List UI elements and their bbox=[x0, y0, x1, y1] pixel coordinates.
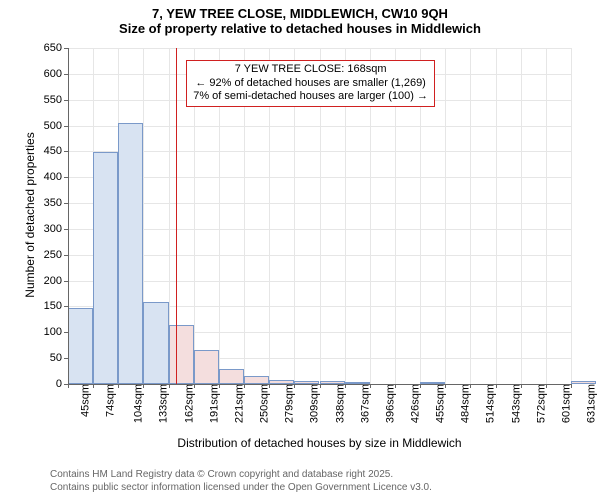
x-tick-label: 455sqm bbox=[433, 384, 447, 423]
histogram-bar bbox=[194, 350, 219, 384]
x-tick-label: 191sqm bbox=[206, 384, 220, 423]
histogram-bar bbox=[93, 152, 118, 384]
histogram-bar bbox=[244, 376, 269, 384]
x-tick-label: 279sqm bbox=[282, 384, 296, 423]
y-tick-label: 350 bbox=[44, 197, 68, 209]
x-tick-label: 250sqm bbox=[257, 384, 271, 423]
y-tick-label: 650 bbox=[44, 42, 68, 54]
x-tick-label: 543sqm bbox=[508, 384, 522, 423]
histogram-bar bbox=[68, 308, 93, 385]
chart-plot-area: 0501001502002503003504004505005506006504… bbox=[68, 48, 571, 384]
x-tick-label: 367sqm bbox=[357, 384, 371, 423]
gridline-vertical bbox=[546, 48, 547, 384]
x-tick-label: 74sqm bbox=[103, 384, 117, 417]
x-tick-label: 221sqm bbox=[231, 384, 245, 423]
x-tick-label: 601sqm bbox=[558, 384, 572, 423]
y-tick-label: 50 bbox=[50, 352, 68, 364]
x-tick-label: 162sqm bbox=[181, 384, 195, 423]
x-tick-label: 484sqm bbox=[458, 384, 472, 423]
histogram-bar bbox=[118, 123, 143, 384]
x-axis-line bbox=[68, 384, 571, 385]
gridline-vertical bbox=[571, 48, 572, 384]
y-axis-line bbox=[68, 48, 69, 384]
x-axis-title: Distribution of detached houses by size … bbox=[68, 436, 571, 450]
footer-line1: Contains HM Land Registry data © Crown c… bbox=[50, 469, 592, 482]
y-axis-title: Number of detached properties bbox=[23, 115, 37, 315]
y-tick-label: 100 bbox=[44, 326, 68, 338]
annotation-line: 7% of semi-detached houses are larger (1… bbox=[193, 90, 428, 104]
reference-line bbox=[176, 48, 177, 384]
x-tick-label: 309sqm bbox=[307, 384, 321, 423]
histogram-bar bbox=[169, 325, 194, 384]
histogram-bar bbox=[571, 381, 596, 384]
y-tick-label: 400 bbox=[44, 171, 68, 183]
footer-attribution: Contains HM Land Registry data © Crown c… bbox=[0, 465, 600, 500]
footer-line2: Contains public sector information licen… bbox=[50, 482, 592, 495]
y-tick-label: 200 bbox=[44, 275, 68, 287]
chart-title-line1: 7, YEW TREE CLOSE, MIDDLEWICH, CW10 9QH bbox=[0, 6, 600, 21]
x-tick-label: 426sqm bbox=[408, 384, 422, 423]
gridline-vertical bbox=[496, 48, 497, 384]
gridline-vertical bbox=[470, 48, 471, 384]
y-tick-label: 450 bbox=[44, 145, 68, 157]
histogram-bar bbox=[143, 302, 168, 384]
x-tick-label: 514sqm bbox=[483, 384, 497, 423]
gridline-vertical bbox=[445, 48, 446, 384]
x-tick-mark bbox=[571, 384, 572, 388]
x-tick-label: 572sqm bbox=[533, 384, 547, 423]
x-tick-label: 45sqm bbox=[78, 384, 92, 417]
y-tick-label: 150 bbox=[44, 300, 68, 312]
y-tick-label: 0 bbox=[56, 378, 68, 390]
annotation-line: 7 YEW TREE CLOSE: 168sqm bbox=[193, 63, 428, 77]
annotation-line: ← 92% of detached houses are smaller (1,… bbox=[193, 77, 428, 91]
y-tick-label: 300 bbox=[44, 223, 68, 235]
y-tick-label: 500 bbox=[44, 120, 68, 132]
x-tick-label: 104sqm bbox=[131, 384, 145, 423]
x-tick-label: 631sqm bbox=[584, 384, 598, 423]
y-tick-label: 600 bbox=[44, 68, 68, 80]
chart-title-line2: Size of property relative to detached ho… bbox=[0, 21, 600, 36]
annotation-box: 7 YEW TREE CLOSE: 168sqm← 92% of detache… bbox=[186, 60, 435, 107]
x-tick-label: 338sqm bbox=[332, 384, 346, 423]
histogram-bar bbox=[219, 369, 244, 385]
chart-title-block: 7, YEW TREE CLOSE, MIDDLEWICH, CW10 9QH … bbox=[0, 0, 600, 36]
x-tick-label: 396sqm bbox=[382, 384, 396, 423]
gridline-vertical bbox=[521, 48, 522, 384]
y-tick-label: 250 bbox=[44, 249, 68, 261]
x-tick-label: 133sqm bbox=[156, 384, 170, 423]
y-tick-label: 550 bbox=[44, 94, 68, 106]
